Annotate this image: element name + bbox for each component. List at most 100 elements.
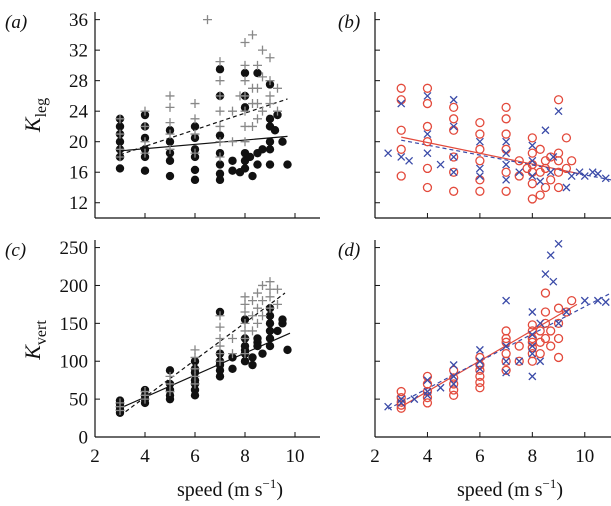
data-point-plus	[258, 280, 267, 290]
data-point-circle	[561, 307, 572, 317]
data-point-circle	[501, 144, 511, 154]
data-point-cross	[554, 319, 563, 328]
data-point-circle	[567, 295, 577, 306]
data-point-cross	[410, 395, 419, 404]
data-point-dot	[190, 385, 200, 395]
data-point-plus	[165, 91, 175, 101]
data-point-circle	[514, 156, 524, 166]
data-point-plus	[240, 91, 250, 101]
data-point-dot	[283, 345, 292, 355]
data-point-plus	[190, 364, 200, 374]
data-point-cross	[528, 372, 537, 381]
data-point-dot	[278, 137, 287, 146]
data-point-cross	[475, 172, 484, 180]
data-point-cross	[562, 308, 571, 316]
fit-line-dashed	[401, 139, 611, 181]
data-point-plus	[258, 72, 267, 82]
data-point-cross	[515, 168, 524, 177]
data-point-cross	[475, 345, 484, 354]
data-point-cross	[549, 277, 558, 286]
data-point-dot	[215, 160, 225, 169]
data-point-cross	[423, 376, 432, 385]
data-point-plus	[165, 144, 175, 154]
y-tick-label: 100	[60, 352, 89, 373]
data-point-circle	[535, 326, 545, 336]
data-point-plus	[215, 121, 225, 131]
data-point-dot	[253, 160, 262, 169]
data-point-plus	[115, 114, 125, 124]
data-point-plus	[240, 76, 250, 86]
data-point-plus	[258, 106, 267, 116]
data-point-dot	[265, 160, 275, 169]
data-point-circle	[527, 194, 537, 204]
data-point-plus	[258, 45, 267, 55]
data-point-plus	[240, 60, 250, 70]
data-point-cross	[528, 308, 537, 316]
data-point-circle	[535, 190, 545, 200]
data-point-cross	[528, 172, 537, 180]
data-point-circle	[501, 167, 511, 177]
data-point-circle	[475, 175, 485, 185]
data-point-circle	[527, 342, 537, 353]
panel-label: (a)	[5, 12, 27, 33]
data-point-plus	[240, 307, 250, 317]
fit-line-dashed	[119, 98, 288, 156]
data-point-circle	[422, 137, 433, 147]
data-point-circle	[449, 125, 459, 135]
data-point-circle	[422, 83, 433, 93]
data-point-dot	[265, 145, 275, 154]
data-point-cross	[536, 177, 545, 186]
data-point-cross	[580, 296, 589, 305]
data-point-cross	[436, 383, 445, 392]
data-point-circle	[396, 125, 406, 135]
data-point-plus	[240, 334, 250, 343]
data-point-circle	[540, 288, 551, 298]
panel-label: (c)	[5, 240, 26, 261]
data-point-plus	[248, 30, 257, 40]
data-point-cross	[580, 172, 589, 180]
data-point-plus	[215, 349, 225, 359]
data-point-dot	[165, 171, 175, 181]
data-point-dot	[165, 137, 175, 146]
data-point-dot	[265, 137, 275, 146]
data-point-plus	[190, 352, 200, 362]
data-point-plus	[115, 152, 125, 162]
data-point-plus	[140, 387, 150, 397]
data-point-dot	[265, 319, 275, 328]
data-point-plus	[190, 371, 200, 381]
data-point-cross	[502, 149, 511, 158]
data-point-plus	[248, 121, 257, 131]
data-point-cross	[528, 342, 537, 351]
data-point-cross	[423, 91, 432, 100]
data-point-dot	[228, 364, 237, 374]
data-point-cross	[405, 156, 414, 165]
data-point-circle	[527, 179, 537, 189]
data-point-plus	[190, 379, 200, 389]
data-point-circle	[546, 326, 556, 336]
data-point-plus	[140, 121, 150, 131]
data-point-circle	[514, 171, 524, 181]
x-tick-label: 8	[240, 446, 250, 467]
data-point-plus	[165, 379, 175, 389]
data-point-circle	[540, 307, 551, 317]
data-point-plus	[240, 349, 250, 359]
data-point-plus	[240, 299, 250, 309]
data-point-plus	[265, 91, 275, 101]
panel-b: (b)	[338, 12, 611, 219]
y-tick-label: 250	[60, 238, 89, 259]
data-point-dot	[215, 372, 225, 381]
data-point-circle	[567, 156, 577, 166]
data-point-circle	[475, 365, 485, 375]
data-point-circle	[553, 167, 564, 177]
panel-label: (b)	[338, 12, 360, 33]
data-point-dot	[115, 164, 125, 173]
data-point-plus	[265, 53, 275, 63]
y-tick-label: 36	[69, 10, 88, 31]
data-point-plus	[240, 318, 250, 328]
data-point-circle	[514, 341, 524, 351]
data-point-plus	[273, 299, 282, 309]
data-point-cross	[502, 137, 511, 146]
data-point-circle	[396, 171, 406, 181]
data-point-cross	[475, 364, 484, 373]
data-point-plus	[273, 83, 282, 93]
